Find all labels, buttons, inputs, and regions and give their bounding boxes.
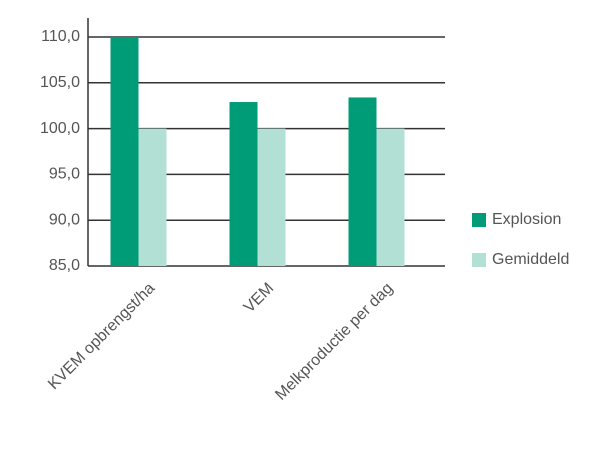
y-tick-label: 85,0 xyxy=(49,257,80,274)
bar xyxy=(376,128,405,266)
legend-label: Gemiddeld xyxy=(492,251,569,268)
bar xyxy=(229,102,258,266)
bar xyxy=(138,128,167,266)
legend-swatch xyxy=(472,213,486,227)
legend-label: Explosion xyxy=(492,211,561,228)
legend-swatch xyxy=(472,253,486,267)
x-tick-label: KVEM opbrengst/ha xyxy=(45,280,158,393)
y-tick-label: 95,0 xyxy=(49,166,80,183)
bar xyxy=(257,128,286,266)
y-tick-label: 90,0 xyxy=(49,211,80,228)
x-tick-label: Melkproductie per dag xyxy=(272,280,396,404)
bar xyxy=(348,97,377,267)
y-tick-label: 110,0 xyxy=(41,28,80,45)
bar xyxy=(110,37,139,266)
y-tick-label: 105,0 xyxy=(40,74,80,91)
y-tick-label: 100,0 xyxy=(40,120,80,137)
bars xyxy=(110,37,405,267)
x-tick-label: VEM xyxy=(241,280,278,317)
